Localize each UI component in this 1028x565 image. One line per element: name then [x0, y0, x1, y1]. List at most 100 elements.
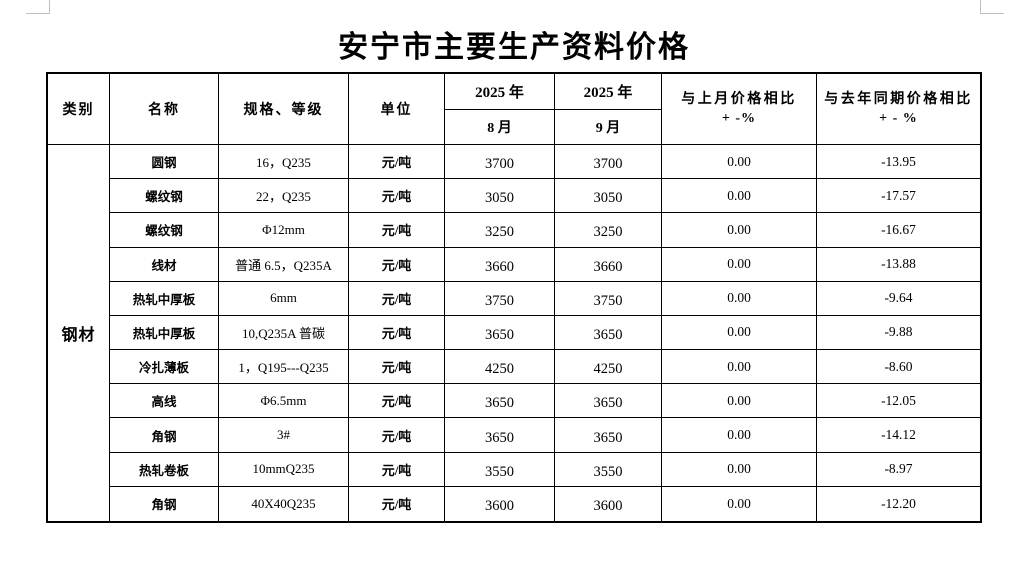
cell-mom-change: 0.00	[662, 247, 817, 282]
cell-yoy-change: -17.57	[817, 179, 980, 214]
header-month-august: 2025 年 8 月	[445, 74, 555, 145]
cell-unit: 元/吨	[349, 350, 445, 385]
header-month-august-year: 2025 年	[475, 84, 524, 101]
text-boundary-mark-top-left-horizontal	[26, 13, 50, 14]
cell-price-september: 3660	[555, 247, 662, 282]
cell-mom-change: 0.00	[662, 418, 817, 453]
cell-unit: 元/吨	[349, 281, 445, 316]
cell-yoy-change: -8.60	[817, 350, 980, 385]
cell-price-august: 3250	[445, 213, 555, 248]
cell-unit: 元/吨	[349, 418, 445, 453]
header-name: 名称	[110, 74, 219, 145]
cell-unit: 元/吨	[349, 486, 445, 521]
cell-unit: 元/吨	[349, 384, 445, 419]
cell-unit: 元/吨	[349, 452, 445, 487]
cell-name: 螺纹钢	[110, 213, 219, 248]
cell-name: 圆钢	[110, 145, 219, 180]
cell-price-september: 3650	[555, 315, 662, 351]
header-year-over-year-line1: 与去年同期价格相比	[824, 92, 973, 107]
cell-mom-change: 0.00	[662, 452, 817, 487]
header-month-september: 2025 年 9 月	[555, 74, 662, 145]
cell-spec: Φ6.5mm	[219, 384, 349, 419]
cell-mom-change: 0.00	[662, 350, 817, 385]
cell-yoy-change: -13.95	[817, 145, 980, 180]
cell-price-august: 4250	[445, 350, 555, 385]
cell-name: 螺纹钢	[110, 179, 219, 214]
cell-yoy-change: -14.12	[817, 418, 980, 453]
cell-price-august: 3660	[445, 247, 555, 282]
cell-spec: 40X40Q235	[219, 486, 349, 521]
cell-spec: Φ12mm	[219, 213, 349, 248]
header-month-august-label: 8 月	[445, 108, 554, 145]
cell-spec: 10mmQ235	[219, 452, 349, 487]
header-month-over-month-line2: + -%	[721, 111, 757, 126]
cell-price-september: 3250	[555, 213, 662, 248]
cell-price-august: 3600	[445, 486, 555, 521]
cell-unit: 元/吨	[349, 213, 445, 248]
cell-yoy-change: -12.05	[817, 384, 980, 419]
cell-name: 热轧中厚板	[110, 315, 219, 351]
cell-yoy-change: -16.67	[817, 213, 980, 248]
cell-yoy-change: -12.20	[881, 495, 916, 511]
text-boundary-mark-top-right-vertical	[980, 0, 981, 14]
cell-yoy-change: -9.64	[817, 282, 980, 316]
cell-price-september: 3750	[555, 281, 662, 316]
cell-spec: 1，Q195---Q235	[219, 350, 349, 385]
category-cell-steel: 钢材	[48, 145, 110, 521]
cell-unit: 元/吨	[349, 315, 445, 351]
cell-price-august: 3750	[445, 281, 555, 316]
cell-name: 高线	[110, 384, 219, 419]
header-month-over-month-line1: 与上月价格相比	[681, 92, 797, 107]
header-unit: 单位	[349, 74, 445, 145]
cell-price-august: 3550	[445, 452, 555, 487]
cell-price-september: 3650	[555, 384, 662, 419]
cell-yoy-change: -9.88	[817, 316, 980, 351]
price-table: 类别 名称 规格、等级 单位 2025 年 8 月 2025 年 9 月 与上月…	[46, 72, 982, 523]
text-boundary-mark-top-right-horizontal	[980, 13, 1004, 14]
cell-price-august: 3650	[445, 315, 555, 351]
cell-price-august: 3050	[445, 179, 555, 214]
header-month-september-year: 2025 年	[583, 84, 633, 101]
cell-spec: 16，Q235	[219, 145, 349, 180]
header-month-september-label: 9 月	[555, 108, 661, 145]
cell-unit: 元/吨	[349, 179, 445, 214]
cell-price-september: 3700	[555, 145, 662, 180]
header-spec: 规格、等级	[219, 74, 349, 145]
cell-spec: 6mm	[219, 281, 349, 316]
cell-mom-change: 0.00	[662, 281, 817, 316]
cell-price-september: 3050	[555, 179, 662, 214]
text-boundary-mark-top-left-vertical	[49, 0, 50, 14]
page-title: 安宁市主要生产资料价格	[338, 31, 690, 64]
cell-price-september: 4250	[555, 350, 662, 385]
cell-mom-change: 0.00	[662, 486, 817, 521]
cell-name: 热轧卷板	[110, 452, 219, 487]
cell-name: 角钢	[110, 418, 219, 453]
cell-mom-change: 0.00	[662, 179, 817, 214]
cell-mom-change: 0.00	[662, 384, 817, 419]
header-year-over-year-line2: + - %	[879, 111, 918, 126]
header-category: 类别	[48, 74, 110, 145]
cell-mom-change: 0.00	[662, 145, 817, 180]
cell-price-september: 3550	[555, 452, 662, 487]
cell-price-september: 3600	[555, 486, 662, 521]
cell-price-august: 3650	[445, 384, 555, 419]
cell-spec: 22，Q235	[219, 179, 349, 214]
cell-name: 热轧中厚板	[110, 281, 219, 316]
cell-price-august: 3700	[445, 145, 555, 180]
cell-spec: 10,Q235A 普碳	[219, 315, 349, 351]
cell-yoy-change: -8.97	[817, 453, 980, 487]
cell-unit: 元/吨	[349, 247, 445, 282]
cell-mom-change: 0.00	[662, 213, 817, 248]
cell-yoy-change: -13.88	[817, 248, 980, 282]
cell-name: 冷扎薄板	[110, 350, 219, 385]
cell-mom-change: 0.00	[662, 315, 817, 351]
cell-name: 角钢	[110, 486, 219, 521]
cell-price-august: 3650	[445, 418, 555, 453]
header-year-over-year: 与去年同期价格相比 + - %	[817, 74, 980, 145]
cell-name: 线材	[110, 247, 219, 282]
cell-spec: 3#	[219, 418, 349, 453]
cell-spec: 普通 6.5，Q235A	[219, 247, 349, 282]
cell-price-september: 3650	[555, 418, 662, 453]
cell-unit: 元/吨	[349, 145, 445, 180]
header-month-over-month: 与上月价格相比 + -%	[662, 74, 817, 145]
